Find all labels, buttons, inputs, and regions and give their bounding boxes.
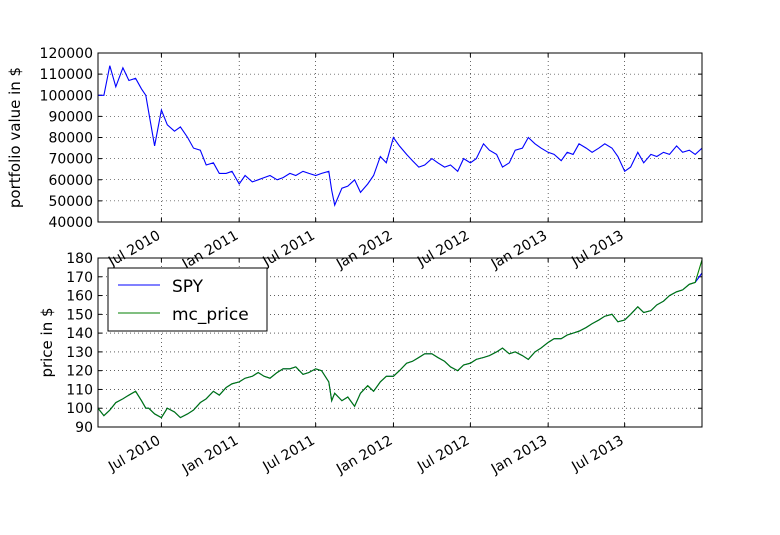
mc-price-series-line [98, 259, 702, 419]
portfolio-y-axis-label: portfolio value in $ [6, 67, 24, 208]
portfolio-y-tick-label: 50000 [48, 194, 93, 210]
portfolio-y-tick-label: 90000 [48, 109, 93, 125]
price-y-axis-label: price in $ [38, 307, 56, 377]
price-x-tick-label: Jul 2012 [414, 433, 472, 476]
portfolio-y-tick-label: 60000 [48, 173, 93, 189]
portfolio-x-tick-label: Jul 2013 [568, 228, 626, 271]
price-x-tick-label: Jan 2012 [333, 433, 395, 478]
price-y-tick-label: 120 [66, 364, 93, 380]
portfolio-y-tick-label: 110000 [40, 67, 93, 83]
price-y-tick-label: 140 [66, 326, 93, 342]
portfolio-x-tick-label: Jan 2011 [179, 228, 241, 273]
price-y-tick-label: 110 [66, 382, 93, 398]
legend: SPY mc_price [107, 267, 268, 332]
price-y-tick-label: 150 [66, 307, 93, 323]
price-x-tick-label: Jan 2013 [488, 433, 550, 478]
portfolio-x-tick-label: Jul 2011 [259, 228, 317, 271]
price-x-tick-label: Jan 2011 [179, 433, 241, 478]
price-axes-frame [97, 257, 703, 428]
portfolio-y-tick-label: 80000 [48, 131, 93, 147]
portfolio-x-tick-label: Jan 2013 [488, 228, 550, 273]
portfolio-y-tick-label: 120000 [40, 46, 93, 62]
price-y-tick-label: 130 [66, 345, 93, 361]
portfolio-value-axes: Jul 2010 Jan 2011 Jul 2011 Jan 2012 Jul 2012… [6, 46, 703, 273]
price-y-tick-label: 160 [66, 289, 93, 305]
price-y-tick-label: 180 [66, 251, 93, 267]
portfolio-x-tick-label: Jul 2012 [414, 228, 472, 271]
price-x-tick-label: Jul 2011 [259, 433, 317, 476]
portfolio-x-tick-label: Jan 2012 [333, 228, 395, 273]
portfolio-x-tick-label: Jul 2010 [105, 228, 163, 271]
portfolio-y-tick-label: 40000 [48, 215, 93, 231]
legend-label-mc-price: mc_price [172, 305, 249, 325]
legend-label-spy: SPY [172, 277, 204, 297]
price-y-tick-label: 100 [66, 401, 93, 417]
price-y-tick-label: 90 [75, 420, 93, 436]
portfolio-y-tick-label: 100000 [40, 88, 93, 104]
portfolio-value-series-line [98, 65, 702, 207]
portfolio-y-tick-label: 70000 [48, 152, 93, 168]
price-x-tick-label: Jul 2013 [568, 433, 626, 476]
price-y-tick-label: 170 [66, 270, 93, 286]
legend-frame [107, 267, 268, 332]
price-x-tick-label: Jul 2010 [105, 433, 163, 476]
portfolio-axes-frame [97, 52, 703, 223]
